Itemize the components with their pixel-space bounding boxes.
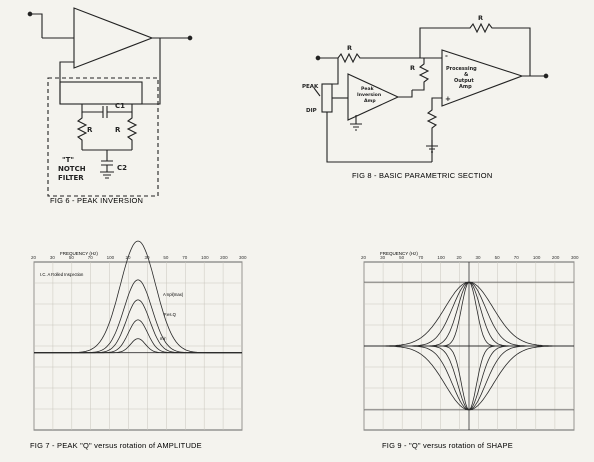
fig6-label-c2: C2 [117, 164, 127, 172]
fig7-curve-label-1: Res.Q [164, 312, 177, 317]
fig9-tick-label: 20 [361, 255, 367, 260]
fig8-pot-top [328, 58, 339, 85]
fig6-cap-c1 [102, 106, 108, 118]
fig8-parametric-section [313, 22, 549, 163]
fig8-output-terminal [543, 73, 549, 79]
fig8-label-r-top: R [478, 14, 483, 22]
fig8-label-r-input: R [347, 44, 352, 52]
fig8-bottom-wire [326, 112, 432, 163]
fig6-wire-c1-left [81, 104, 103, 113]
fig8-feedback-resistor [419, 22, 531, 76]
fig6-label-t: "T" [62, 156, 74, 164]
fig7-tick-label: 50 [163, 255, 169, 260]
fig9-tick-label: 20 [456, 255, 462, 260]
fig6-resistor-right [126, 112, 138, 150]
fig7-tick-label: 100 [107, 255, 115, 260]
fig8-label-plus: + [445, 95, 451, 103]
fig8-label-amp1: Peak [361, 86, 375, 92]
fig6-ground-icon [100, 171, 114, 179]
fig8-label-proc3: Output [454, 78, 474, 84]
fig7-tick-label: 200 [220, 255, 228, 260]
fig8-label-amp3: Amp [364, 98, 376, 104]
fig7-curve-2 [34, 299, 242, 354]
fig8-label-minus: - [445, 52, 448, 60]
fig7-tick-label: 70 [88, 255, 94, 260]
fig7-curve-label-0: Ampl(max) [163, 292, 184, 297]
fig9-tick-label: 70 [418, 255, 424, 260]
fig6-output-terminal [187, 35, 193, 41]
fig9-tick-label: 50 [495, 255, 501, 260]
fig9-curve-7 [364, 345, 574, 411]
fig6-label-r-left: R [87, 126, 93, 134]
fig8-label-dip: DIP [306, 108, 317, 114]
fig7-chart: FREQUENCY (Hz) I.C. A Rolled Inspection … [31, 240, 247, 431]
fig9-tick-label: 30 [380, 255, 386, 260]
fig8-label-r-mid: R [410, 64, 415, 72]
fig9-tick-label: 70 [514, 255, 520, 260]
fig8-processing-amp [441, 49, 524, 107]
fig9-caption: FIG 9 - "Q" versus rotation of SHAPE [382, 441, 513, 450]
fig8-ground-icon [426, 140, 438, 153]
fig8-label-amp2: Inversion [357, 92, 381, 98]
fig6-opamp [73, 7, 154, 69]
fig7-tick-label: 100 [201, 255, 209, 260]
fig8-inversion-amp [347, 73, 400, 121]
fig6-peak-inversion [27, 7, 193, 197]
fig8-input-resistor [318, 52, 420, 64]
fig6-feedback-left [59, 61, 74, 104]
fig8-label-proc1: Processing [446, 66, 477, 72]
fig8-caption: FIG 8 - BASIC PARAMETRIC SECTION [352, 171, 492, 180]
fig7-tick-label: 300 [239, 255, 247, 260]
fig8-mid-resistor [412, 58, 430, 91]
fig6-cap-c2 [101, 150, 113, 172]
fig8-label-proc4: Amp [459, 84, 472, 90]
fig6-label-c1: C1 [115, 102, 125, 110]
fig7-curve-0 [34, 240, 242, 354]
fig9-tick-label: 300 [571, 255, 579, 260]
fig8-label-proc2: & [464, 72, 469, 78]
fig9-axis-title: FREQUENCY (Hz) [380, 251, 418, 256]
fig8-pot-body [321, 83, 333, 113]
fig7-tick-label: 20 [31, 255, 37, 260]
fig9-tick-label: 50 [399, 255, 405, 260]
fig6-resistor-left [76, 112, 88, 150]
fig6-block [59, 81, 143, 105]
fig9-tick-label: 30 [476, 255, 482, 260]
fig7-curve-4 [34, 338, 242, 354]
fig6-feedback-right [142, 38, 161, 105]
fig6-input-wire [30, 13, 43, 38]
fig7-axis-title: FREQUENCY (Hz) [60, 251, 98, 256]
fig8-plus-resistor [426, 97, 442, 162]
fig8-inv-out [398, 90, 413, 98]
fig6-notch-box [47, 77, 159, 197]
fig7-curve-3 [34, 319, 242, 354]
fig7-curve-1 [34, 279, 242, 354]
fig9-tick-label: 200 [552, 255, 560, 260]
fig7-tick-label: 70 [182, 255, 188, 260]
fig6-label-r-right: R [115, 126, 121, 134]
fig6-caption: FIG 6 - PEAK INVERSION [50, 196, 143, 205]
fig8-inv-ground-icon [350, 115, 362, 131]
fig7-caption: FIG 7 - PEAK "Q" versus rotation of AMPL… [30, 441, 202, 450]
fig7-legend: I.C. A Rolled Inspection [40, 272, 84, 277]
fig9-tick-label: 100 [533, 255, 541, 260]
fig7-tick-label: 30 [144, 255, 150, 260]
fig6-input-terminal [27, 11, 33, 17]
fig9-tick-label: 100 [437, 255, 445, 260]
fig6-label-notch: NOTCH [58, 165, 86, 173]
fig6-label-filter: FILTER [58, 174, 84, 182]
fig8-pot-arrow [313, 87, 321, 97]
fig9-chart: FREQUENCY (Hz) 20 30 50 70 100 20 30 50 70 100 200… [361, 251, 579, 431]
fig7-tick-label: 50 [69, 255, 75, 260]
fig8-label-peak: PEAK [302, 84, 319, 90]
fig7-tick-label: 30 [50, 255, 56, 260]
